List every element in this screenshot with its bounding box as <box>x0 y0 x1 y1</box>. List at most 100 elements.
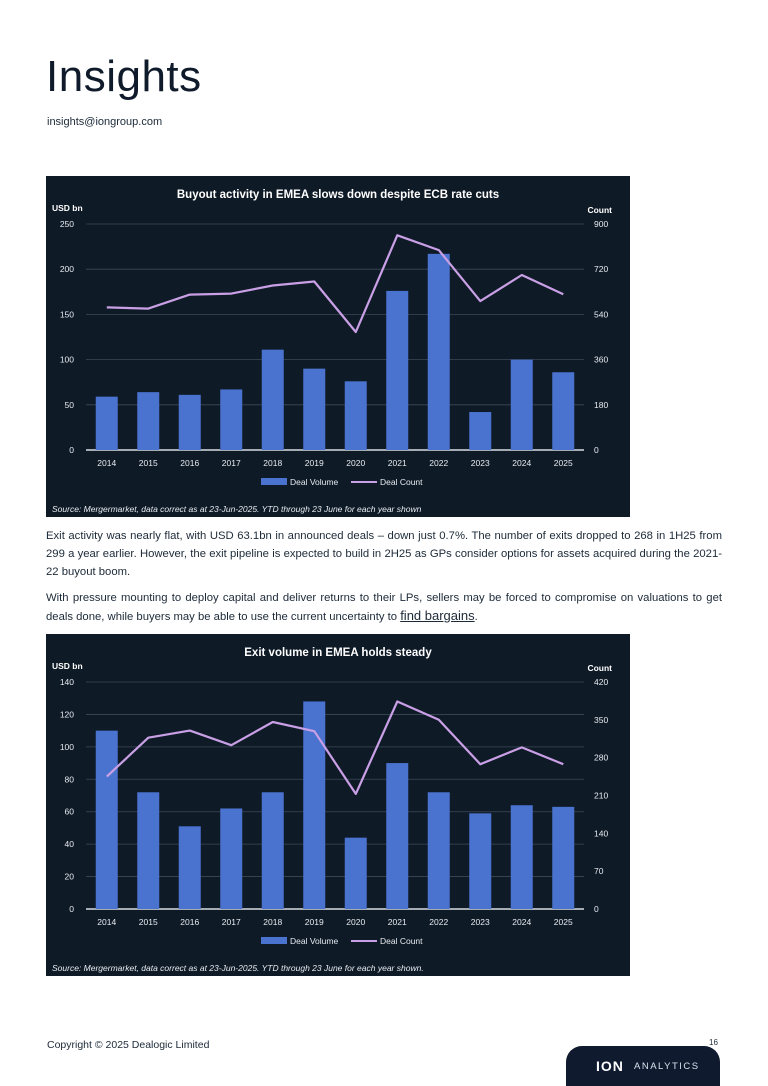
x-tick-label: 2018 <box>263 917 282 927</box>
x-tick-label: 2022 <box>429 917 448 927</box>
contact-email[interactable]: insights@iongroup.com <box>47 116 163 128</box>
right-tick-label: 900 <box>594 219 608 229</box>
left-tick-label: 100 <box>60 355 74 365</box>
bar-2018 <box>261 349 284 450</box>
x-tick-label: 2015 <box>139 917 158 927</box>
right-tick-label: 280 <box>594 753 608 763</box>
bar-2015 <box>137 392 160 450</box>
bar-2016 <box>178 826 201 909</box>
left-axis-label: USD bn <box>52 203 83 213</box>
right-tick-label: 420 <box>594 677 608 687</box>
x-tick-label: 2023 <box>471 917 490 927</box>
bar-2021 <box>386 290 409 450</box>
right-tick-label: 360 <box>594 355 608 365</box>
left-tick-label: 50 <box>65 400 75 410</box>
x-tick-label: 2023 <box>471 458 490 468</box>
x-tick-label: 2017 <box>222 917 241 927</box>
right-axis-label: Count <box>587 205 612 215</box>
chart-title: Buyout activity in EMEA slows down despi… <box>177 189 499 201</box>
x-tick-label: 2024 <box>512 917 531 927</box>
left-tick-label: 0 <box>69 904 74 914</box>
find-bargains-link[interactable]: find bargains <box>400 608 475 623</box>
logo-ion-text: ION <box>596 1058 624 1074</box>
paragraph-pressure-text: With pressure mounting to deploy capital… <box>46 592 722 623</box>
bar-2017 <box>220 808 243 909</box>
paragraph-pressure-end: . <box>474 611 478 623</box>
exit-chart-panel: Exit volume in EMEA holds steady USD bn Co… <box>46 634 630 976</box>
bar-2016 <box>178 394 201 450</box>
bar-2023 <box>469 813 492 909</box>
left-tick-label: 0 <box>69 445 74 455</box>
x-tick-label: 2025 <box>554 917 573 927</box>
bar-2019 <box>303 368 326 450</box>
chart-source: Source: Mergermarket, data correct as at… <box>52 504 422 514</box>
left-tick-label: 140 <box>60 677 74 687</box>
x-tick-label: 2022 <box>429 458 448 468</box>
chart-title: Exit volume in EMEA holds steady <box>244 647 432 659</box>
right-tick-label: 140 <box>594 828 608 838</box>
left-tick-label: 120 <box>60 709 74 719</box>
x-tick-label: 2019 <box>305 917 324 927</box>
left-tick-label: 250 <box>60 219 74 229</box>
bar-2023 <box>469 412 492 450</box>
page-title: Insights <box>46 52 202 101</box>
right-tick-label: 350 <box>594 715 608 725</box>
copyright-text: Copyright © 2025 Dealogic Limited <box>47 1039 210 1051</box>
bar-2022 <box>427 792 450 909</box>
chart-source: Source: Mergermarket, data correct as at… <box>52 963 424 973</box>
x-tick-label: 2018 <box>263 458 282 468</box>
legend-label-deal-count: Deal Count <box>380 477 423 487</box>
bar-2024 <box>510 805 533 909</box>
x-tick-label: 2025 <box>554 458 573 468</box>
bar-2025 <box>552 806 575 909</box>
x-tick-label: 2015 <box>139 458 158 468</box>
bar-2025 <box>552 372 575 450</box>
deal-count-line <box>106 234 564 334</box>
right-tick-label: 180 <box>594 400 608 410</box>
page-number: 16 <box>709 1038 718 1047</box>
x-tick-label: 2021 <box>388 458 407 468</box>
paragraph-exit-activity: Exit activity was nearly flat, with USD … <box>46 530 722 578</box>
legend-swatch-deal-volume <box>261 937 287 944</box>
left-tick-label: 100 <box>60 742 74 752</box>
bar-2014 <box>95 730 118 909</box>
right-tick-label: 70 <box>594 866 604 876</box>
bar-2022 <box>427 253 450 450</box>
buyout-chart-panel: Buyout activity in EMEA slows down despi… <box>46 176 630 517</box>
left-tick-label: 60 <box>65 807 75 817</box>
legend-label-deal-volume: Deal Volume <box>290 936 338 946</box>
legend-swatch-deal-volume <box>261 478 287 485</box>
ion-analytics-logo: ION ANALYTICS <box>566 1046 720 1086</box>
x-tick-label: 2021 <box>388 917 407 927</box>
left-tick-label: 20 <box>65 872 75 882</box>
bar-2018 <box>261 792 284 909</box>
x-tick-label: 2016 <box>180 458 199 468</box>
right-tick-label: 0 <box>594 904 599 914</box>
x-tick-label: 2016 <box>180 917 199 927</box>
bar-2014 <box>95 396 118 450</box>
x-tick-label: 2014 <box>97 917 116 927</box>
x-tick-label: 2017 <box>222 458 241 468</box>
x-tick-label: 2020 <box>346 458 365 468</box>
bar-2015 <box>137 792 160 909</box>
bar-2024 <box>510 359 533 450</box>
bar-2019 <box>303 701 326 909</box>
bar-2017 <box>220 389 243 450</box>
bar-2021 <box>386 763 409 909</box>
left-tick-label: 40 <box>65 839 75 849</box>
x-tick-label: 2024 <box>512 458 531 468</box>
left-tick-label: 80 <box>65 774 75 784</box>
right-tick-label: 0 <box>594 445 599 455</box>
left-tick-label: 150 <box>60 309 74 319</box>
legend-label-deal-volume: Deal Volume <box>290 477 338 487</box>
right-tick-label: 210 <box>594 791 608 801</box>
x-tick-label: 2020 <box>346 917 365 927</box>
right-axis-label: Count <box>587 663 612 673</box>
right-tick-label: 540 <box>594 309 608 319</box>
right-tick-label: 720 <box>594 264 608 274</box>
logo-analytics-text: ANALYTICS <box>634 1061 700 1072</box>
x-tick-label: 2019 <box>305 458 324 468</box>
deal-count-line <box>106 700 564 795</box>
left-axis-label: USD bn <box>52 661 83 671</box>
exit-chart: Exit volume in EMEA holds steady USD bn Co… <box>52 647 612 973</box>
